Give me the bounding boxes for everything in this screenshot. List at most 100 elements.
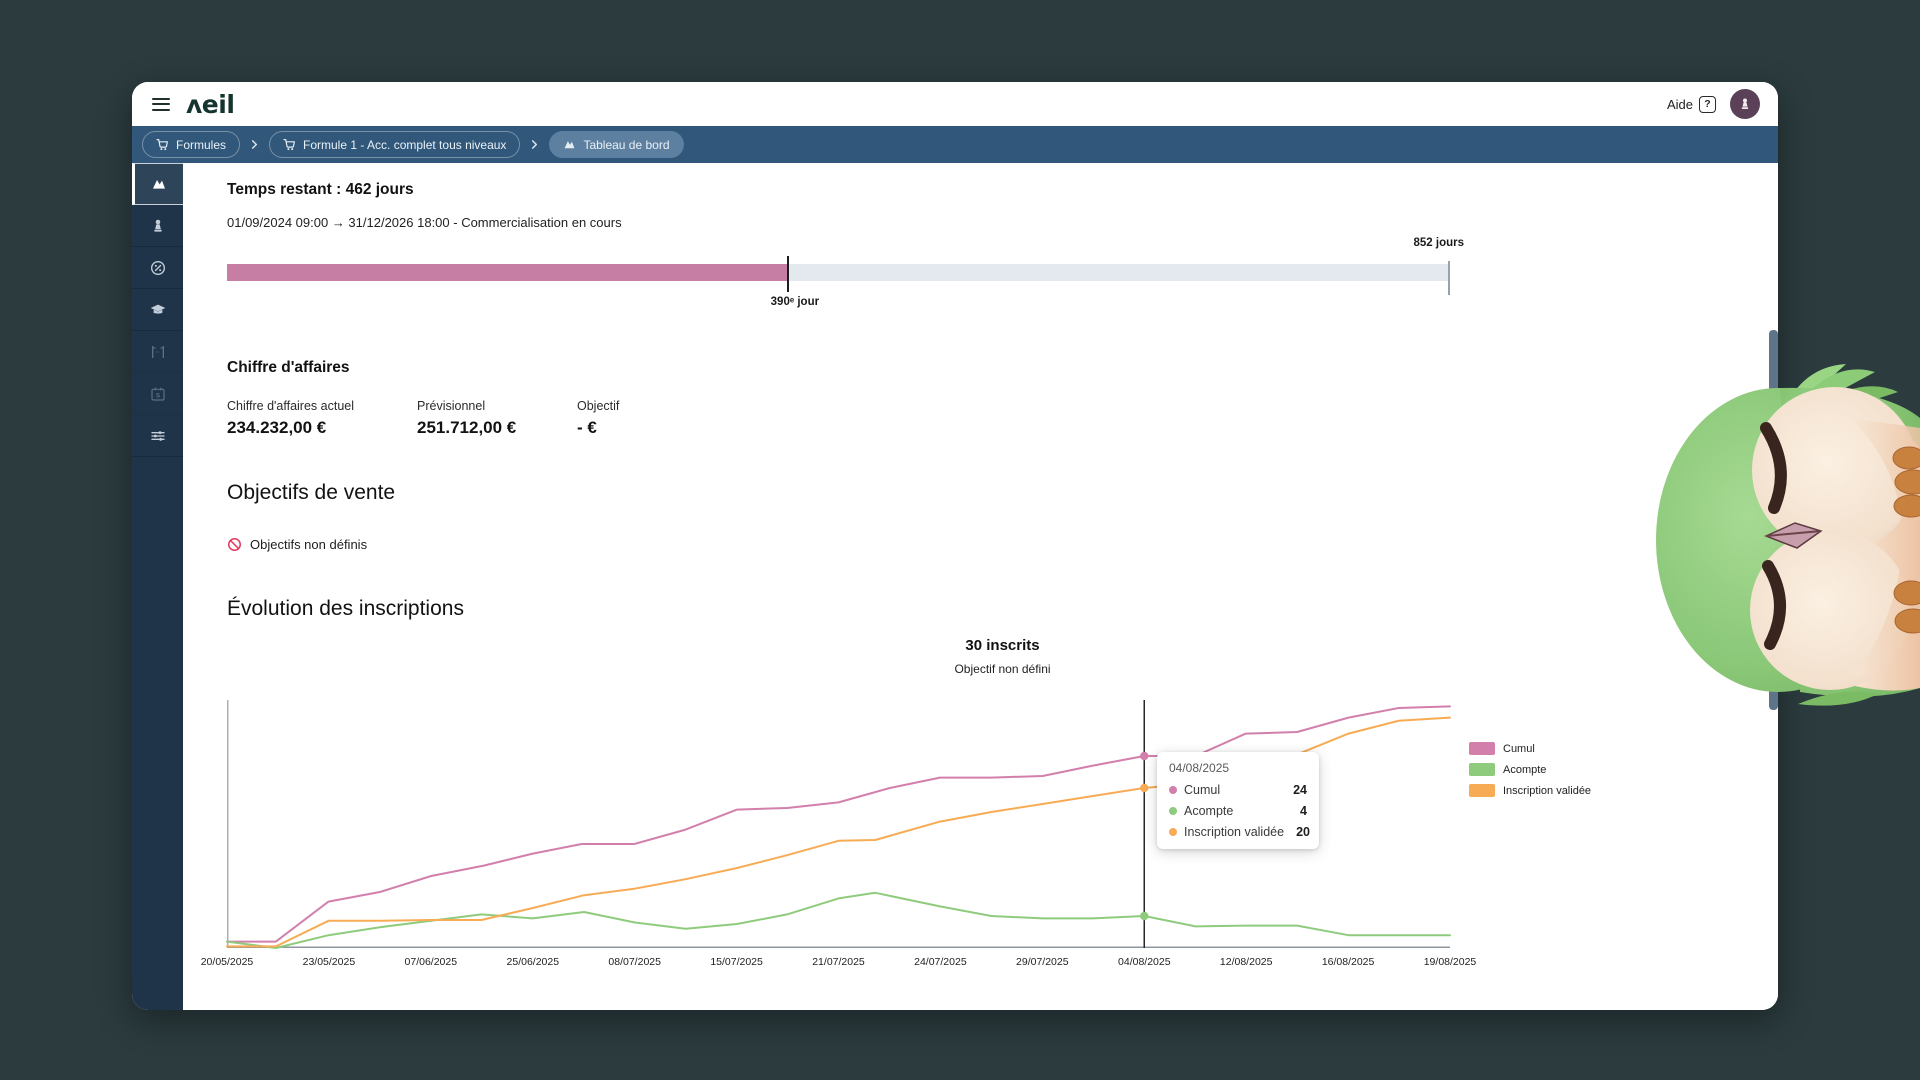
sidebar: S: [132, 163, 183, 1010]
sales-goals-empty: Objectifs non définis: [227, 537, 367, 552]
x-axis-label: 12/08/2025: [1219, 956, 1273, 968]
breadcrumb-item-formule-1[interactable]: Formule 1 - Acc. complet tous niveaux: [269, 131, 521, 158]
app-window: ʌeil Aide ? Formules Formule 1 - Acc. co…: [132, 82, 1778, 1010]
x-axis-label: 21/07/2025: [812, 956, 865, 968]
progress-marker-current: [787, 256, 790, 292]
chart-tooltip: 04/08/2025 Cumul 24 Acompte 4 Inscription va…: [1157, 752, 1319, 849]
header-right: Aide ?: [1667, 89, 1760, 119]
metric-label: Objectif: [577, 399, 620, 413]
x-axis-label: 07/06/2025: [404, 956, 458, 968]
revenue-metric-1: Prévisionnel 251.712,00 €: [417, 399, 577, 438]
sidebar-item-dashboard[interactable]: [132, 163, 183, 205]
revenue-metric-0: Chiffre d'affaires actuel 234.232,00 €: [227, 399, 417, 438]
tooltip-row: Cumul 24: [1169, 783, 1307, 797]
breadcrumb: Formules Formule 1 - Acc. complet tous n…: [132, 126, 1778, 163]
current-day-label: 390ᵉ jour: [770, 296, 820, 308]
progress-fill: [227, 264, 788, 281]
legend-swatch: [1469, 784, 1495, 797]
app-logo: ʌeil: [186, 89, 235, 119]
x-axis-label: 29/07/2025: [1016, 956, 1069, 968]
legend-label: Acompte: [1503, 763, 1547, 776]
legend-item-cumul[interactable]: Cumul: [1469, 742, 1591, 755]
legend-swatch: [1469, 742, 1495, 755]
help-button[interactable]: Aide ?: [1666, 95, 1716, 113]
x-axis-label: 04/08/2025: [1118, 956, 1171, 968]
breadcrumb-label: Formule 1 - Acc. complet tous niveaux: [303, 137, 507, 152]
graduation-cap-icon: [150, 304, 165, 314]
series-dot: [1169, 807, 1177, 815]
breadcrumb-separator: [249, 139, 260, 150]
tooltip-date: 04/08/2025: [1169, 761, 1230, 775]
help-icon: ?: [1699, 95, 1716, 113]
breadcrumb-label: Tableau de bord: [583, 137, 670, 152]
sidebar-item-tarifs[interactable]: [132, 247, 183, 289]
series-dot: [1169, 786, 1177, 794]
metric-value: 251.712,00 €: [417, 418, 517, 437]
sliders-icon: [150, 430, 165, 441]
dashboard-icon: [153, 180, 165, 189]
sidebar-item-calendrier[interactable]: S: [132, 373, 183, 415]
sidebar-item-participants[interactable]: [132, 205, 183, 247]
pawn-icon: [153, 219, 162, 232]
inscriptions-subheadline: Objectif non défini: [954, 662, 1051, 676]
help-label: Aide: [1666, 96, 1693, 112]
legend-swatch: [1469, 763, 1495, 776]
sales-goals-empty-label: Objectifs non définis: [250, 537, 368, 552]
inscriptions-headline: 30 inscrits: [965, 637, 1040, 654]
time-remaining-progress: 852 jours 390ᵉ jour: [227, 235, 1464, 319]
sidebar-item-etapes[interactable]: [132, 331, 183, 373]
x-axis-label: 08/07/2025: [608, 956, 661, 968]
commercialisation-period: 01/09/2024 09:00 → 31/12/2026 18:00 - Co…: [227, 215, 622, 230]
legend-item-inscription-validée[interactable]: Inscription validée: [1469, 784, 1591, 797]
gates-icon: [151, 345, 164, 358]
inscriptions-title: Évolution des inscriptions: [227, 597, 464, 620]
sidebar-item-cours[interactable]: [132, 289, 183, 331]
pawn-icon: [1741, 98, 1749, 109]
no-entry-icon: [228, 538, 241, 551]
tooltip-series-label: Inscription validée: [1184, 825, 1285, 839]
breadcrumb-item-formules[interactable]: Formules: [142, 131, 241, 158]
x-axis-label: 23/05/2025: [302, 956, 356, 968]
x-axis-label: 20/05/2025: [200, 956, 254, 968]
svg-text:S: S: [155, 393, 159, 399]
tooltip-value: 4: [1300, 804, 1307, 818]
metric-value: 234.232,00 €: [227, 418, 327, 437]
hover-dot-cumul: [1140, 751, 1149, 761]
x-axis-label: 25/06/2025: [506, 956, 560, 968]
tooltip-value: 24: [1293, 783, 1307, 797]
series-line-acompte: [226, 891, 1451, 949]
tooltip-series-label: Cumul: [1184, 783, 1221, 797]
dashboard-icon: [565, 141, 575, 149]
cart-icon: [283, 139, 295, 151]
hover-dot-inscription-validée: [1140, 783, 1149, 793]
dashboard-content: Temps restant : 462 jours 01/09/2024 09:…: [183, 163, 1778, 1010]
sidebar-item-parametres[interactable]: [132, 415, 183, 457]
revenue-metric-2: Objectif - €: [577, 399, 619, 438]
breadcrumb-label: Formules: [176, 137, 227, 152]
x-axis-label: 15/07/2025: [710, 956, 763, 968]
chevron-right-icon: [251, 140, 258, 149]
app-header: ʌeil Aide ?: [132, 82, 1778, 126]
chart-legend: Cumul Acompte Inscription validée: [1469, 742, 1591, 805]
x-axis-label: 24/07/2025: [914, 956, 967, 968]
hamburger-menu-icon[interactable]: [152, 97, 170, 111]
chevron-right-icon: [532, 140, 538, 149]
cart-icon: [156, 139, 168, 151]
tooltip-value: 20: [1296, 825, 1310, 839]
sales-goals-title: Objectifs de vente: [227, 481, 396, 504]
metric-label: Chiffre d'affaires actuel: [227, 399, 354, 413]
tooltip-series-label: Acompte: [1184, 804, 1234, 818]
scrollbar-thumb[interactable]: [1769, 330, 1778, 710]
chart-x-labels: 20/05/2025 23/05/2025 07/06/2025 25/06/2025…: [201, 956, 1477, 972]
metric-label: Prévisionnel: [417, 399, 486, 413]
progress-marker-end: [1448, 261, 1450, 295]
breadcrumb-item-tableau-de-bord[interactable]: Tableau de bord: [549, 131, 684, 158]
hover-dot-acompte: [1140, 911, 1149, 921]
legend-item-acompte[interactable]: Acompte: [1469, 763, 1591, 776]
user-avatar[interactable]: [1730, 89, 1760, 119]
revenue-title: Chiffre d'affaires: [227, 359, 350, 376]
breadcrumb-separator: [529, 139, 540, 150]
x-axis-label: 16/08/2025: [1321, 956, 1375, 968]
revenue-metrics: Chiffre d'affaires actuel 234.232,00 € Pré…: [227, 399, 619, 438]
